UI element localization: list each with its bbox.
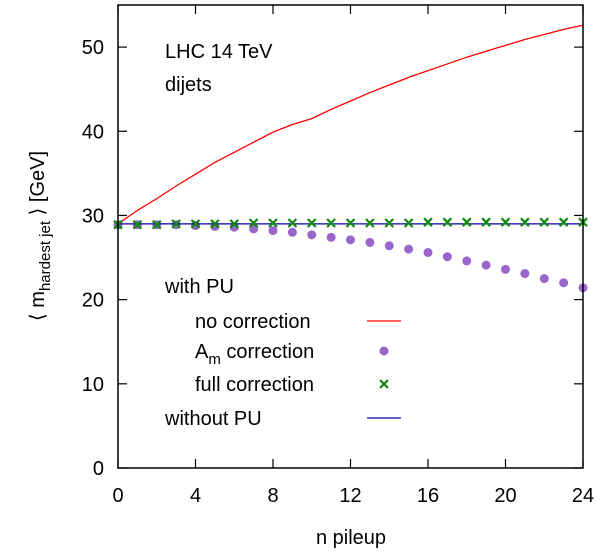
- data-point-full-correction: [461, 217, 472, 227]
- data-point-am-correction: [384, 241, 394, 251]
- data-point-full-correction: [132, 219, 143, 230]
- data-point-full-correction: [210, 219, 220, 229]
- x-tick-label: 4: [190, 485, 201, 507]
- ticks-layer: 0 4 8 12 16 20 24 0 10 20 30 40 50: [82, 5, 594, 507]
- data-point-am-correction: [307, 230, 317, 240]
- data-point-full-correction: [326, 218, 336, 228]
- y-tick-label: 0: [93, 458, 104, 480]
- y-tick-label: 50: [82, 37, 104, 59]
- data-point-am-correction: [268, 226, 278, 236]
- data-point-full-correction: [306, 218, 317, 228]
- x-tick-label: 20: [494, 485, 516, 507]
- data-point-full-correction: [151, 219, 162, 230]
- data-point-full-correction: [190, 219, 201, 229]
- series-layer: [113, 24, 588, 293]
- y-tick-label: 30: [82, 205, 104, 227]
- data-point-full-correction: [365, 218, 375, 228]
- y-tick-label: 20: [82, 290, 104, 312]
- x-tick-label: 24: [572, 485, 594, 507]
- legend-label-full-correction: full correction: [195, 374, 314, 396]
- y-tick-label: 40: [82, 121, 104, 143]
- data-point-full-correction: [248, 218, 259, 228]
- data-point-full-correction: [520, 217, 530, 227]
- data-point-full-correction: [539, 217, 550, 227]
- data-point-am-correction: [365, 237, 375, 247]
- data-point-full-correction: [345, 218, 356, 228]
- data-point-full-correction: [442, 217, 453, 227]
- annotation-line-1: LHC 14 TeV: [165, 41, 273, 63]
- data-point-full-correction: [171, 219, 181, 229]
- data-point-full-correction: [403, 218, 414, 228]
- annotation-line-2: dijets: [165, 74, 212, 96]
- data-point-am-correction: [520, 269, 530, 279]
- x-tick-label: 0: [112, 485, 123, 507]
- data-point-full-correction: [268, 218, 278, 228]
- legend-swatch-am-correction: [379, 346, 389, 356]
- legend-label-am-correction: Am correction: [195, 341, 314, 368]
- legend-swatch-full-correction: [379, 379, 389, 389]
- x-tick-label: 8: [267, 485, 278, 507]
- legend-label-without-pu: without PU: [164, 408, 262, 430]
- x-tick-label: 16: [417, 485, 439, 507]
- data-point-am-correction: [539, 274, 549, 284]
- data-point-am-correction: [346, 235, 355, 245]
- series-line-no-correction: [117, 24, 584, 225]
- x-tick-label: 12: [339, 485, 361, 507]
- data-point-am-correction: [423, 247, 433, 257]
- y-axis-label: ⟨ mhardest jet ⟩ [GeV]: [27, 151, 54, 321]
- data-point-am-correction: [404, 244, 414, 254]
- y-tick-label: 10: [82, 374, 104, 396]
- data-point-full-correction: [423, 217, 433, 227]
- data-point-full-correction: [558, 217, 569, 227]
- data-point-full-correction: [229, 219, 240, 229]
- data-point-am-correction: [442, 252, 452, 262]
- x-axis-label: n pileup: [316, 527, 386, 549]
- data-point-am-correction: [326, 232, 336, 242]
- data-point-full-correction: [500, 217, 511, 227]
- data-point-am-correction: [559, 278, 569, 288]
- legend-label-no-correction: no correction: [195, 311, 311, 333]
- data-point-am-correction: [462, 256, 472, 266]
- data-point-full-correction: [287, 218, 298, 228]
- data-point-full-correction: [481, 217, 491, 227]
- data-point-am-correction: [501, 264, 510, 274]
- data-point-full-correction: [384, 218, 395, 228]
- data-point-am-correction: [481, 260, 491, 270]
- data-point-am-correction: [287, 227, 297, 237]
- legend-title: with PU: [164, 276, 234, 298]
- legend: with PU no correction Am correction full…: [164, 276, 401, 430]
